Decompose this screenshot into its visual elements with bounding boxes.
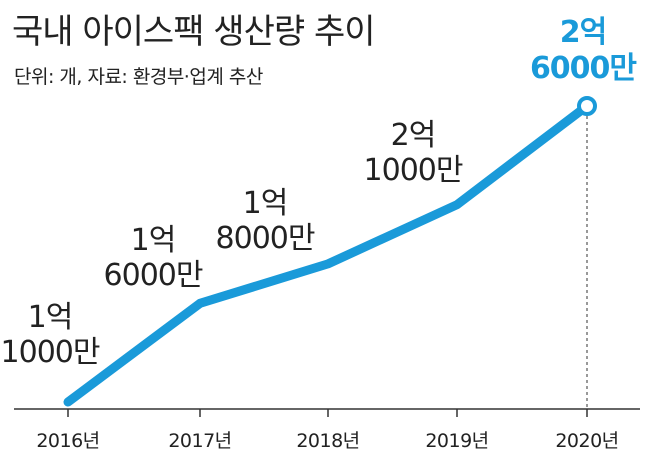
chart-title: 국내 아이스팩 생산량 추이 <box>12 12 376 52</box>
data-label: 1000만 <box>364 153 463 188</box>
data-label: 2억 <box>391 118 436 153</box>
data-label: 8000만 <box>216 221 315 256</box>
data-label: 2억 <box>560 15 606 50</box>
x-tick-label: 2016년 <box>36 430 99 452</box>
series-line <box>63 101 592 407</box>
chart-subtitle: 단위: 개, 자료: 환경부·업계 추산 <box>14 66 263 88</box>
data-label: 1억 <box>243 186 288 221</box>
x-tick-label: 2020년 <box>555 430 618 452</box>
x-tick-label: 2019년 <box>425 430 488 452</box>
x-tick-label: 2018년 <box>296 430 359 452</box>
data-label: 6000만 <box>530 51 637 86</box>
highlight-point <box>577 96 597 116</box>
data-label: 6000만 <box>104 258 203 293</box>
x-tick-label: 2017년 <box>168 430 231 452</box>
data-label: 1억 <box>131 223 176 258</box>
data-label: 1억 <box>28 300 73 335</box>
data-label: 1000만 <box>1 335 100 370</box>
